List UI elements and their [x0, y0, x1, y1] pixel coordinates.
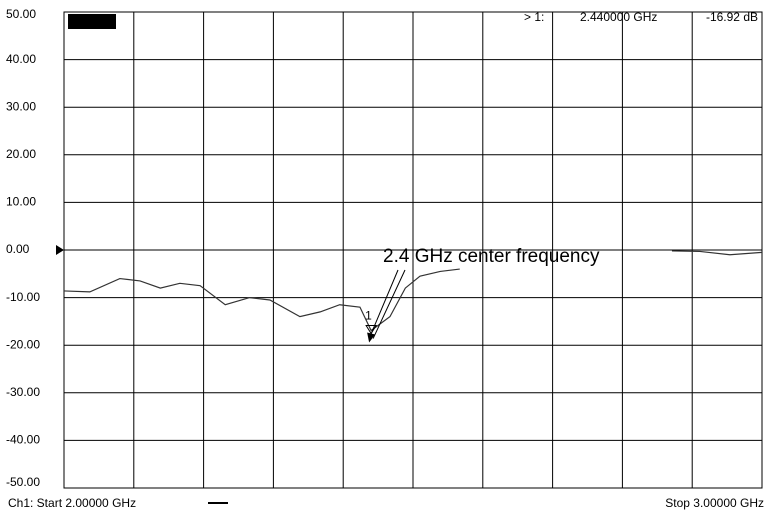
y-tick-label: 50.00 — [6, 7, 36, 21]
trace — [63, 250, 763, 332]
y-tick-label: 20.00 — [6, 147, 36, 161]
y-tick-label: 0.00 — [6, 242, 30, 256]
marker-number: > 1: — [524, 10, 544, 24]
annotation: 2.4 GHz center frequency — [383, 246, 600, 267]
marker-frequency: 2.440000 GHz — [580, 10, 657, 24]
marker-label: 1 — [365, 309, 372, 323]
footer-stop: Stop 3.00000 GHz — [665, 496, 764, 510]
footer-start: Ch1: Start 2.00000 GHz — [8, 496, 136, 510]
y-tick-label: 40.00 — [6, 52, 36, 66]
y-tick-label: -20.00 — [6, 337, 40, 351]
y-tick-label: -50.00 — [6, 475, 40, 489]
y-tick-label: -40.00 — [6, 433, 40, 447]
trace-tag — [68, 14, 116, 29]
reference-marker — [56, 245, 64, 255]
annotation-arrow — [368, 269, 399, 339]
y-tick-label: -10.00 — [6, 290, 40, 304]
y-tick-label: 30.00 — [6, 99, 36, 113]
y-tick-label: 10.00 — [6, 195, 36, 209]
y-tick-label: -30.00 — [6, 385, 40, 399]
marker-value: -16.92 dB — [706, 10, 758, 24]
annotation-arrow — [372, 269, 406, 339]
arrow-head — [367, 332, 376, 343]
marker-triangle — [365, 325, 378, 335]
